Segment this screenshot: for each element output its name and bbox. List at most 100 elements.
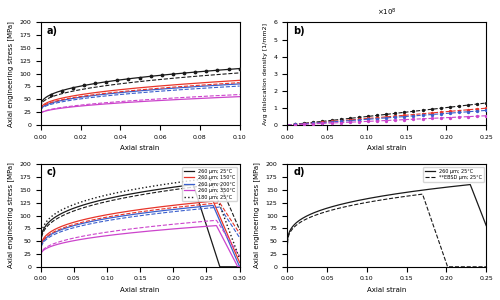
Point <box>482 108 490 113</box>
Point <box>410 109 418 114</box>
Point <box>418 108 426 113</box>
Point <box>364 119 372 124</box>
Point <box>364 116 372 121</box>
Point <box>364 117 372 122</box>
Point <box>328 119 336 124</box>
Point <box>336 120 344 125</box>
Point <box>355 119 363 124</box>
Y-axis label: Axial engineering stress [MPa]: Axial engineering stress [MPa] <box>7 163 14 268</box>
Point <box>318 119 326 124</box>
Point <box>80 83 88 88</box>
Point <box>464 114 472 119</box>
Y-axis label: Avg dislocation density [1/mm2]: Avg dislocation density [1/mm2] <box>263 23 268 125</box>
Point <box>214 68 222 73</box>
Point <box>124 76 132 81</box>
Point <box>428 116 436 121</box>
Point <box>136 75 143 80</box>
Point <box>310 122 318 126</box>
Point <box>400 110 408 115</box>
Point <box>473 114 481 118</box>
Point <box>410 113 418 118</box>
Point <box>400 114 408 119</box>
Point <box>58 88 66 93</box>
Point <box>355 118 363 122</box>
Point <box>418 113 426 118</box>
Point <box>202 69 210 74</box>
Point <box>400 113 408 118</box>
Point <box>382 115 390 119</box>
Point <box>310 121 318 126</box>
Point <box>464 107 472 112</box>
Point <box>328 121 336 125</box>
Point <box>455 108 463 113</box>
Point <box>318 120 326 124</box>
Point <box>355 115 363 120</box>
Point <box>391 115 399 120</box>
Text: a): a) <box>46 26 58 35</box>
Point <box>418 111 426 116</box>
Point <box>169 72 177 76</box>
Legend: 260 μm; 25°C, **EBSD μm; 25°C: 260 μm; 25°C, **EBSD μm; 25°C <box>423 167 484 182</box>
Point <box>436 111 444 116</box>
Point <box>291 122 299 127</box>
Point <box>336 119 344 124</box>
Point <box>91 81 99 86</box>
Point <box>46 92 54 97</box>
Point <box>346 116 354 121</box>
Point <box>373 115 381 120</box>
Point <box>446 105 454 110</box>
Point <box>346 120 354 124</box>
Point <box>146 74 154 79</box>
Point <box>336 117 344 122</box>
Point <box>428 112 436 117</box>
Point <box>373 116 381 121</box>
X-axis label: Axial strain: Axial strain <box>120 287 160 293</box>
Y-axis label: Axial engineering stress [MPa]: Axial engineering stress [MPa] <box>7 21 14 127</box>
Point <box>69 85 77 90</box>
Point <box>373 118 381 123</box>
Point <box>482 113 490 118</box>
Legend: 260 μm; 25°C, 260 μm; 150°C, 260 μm; 200°C, 260 μm; 350°C, 180 μm; 25°C: 260 μm; 25°C, 260 μm; 150°C, 260 μm; 200… <box>182 167 237 202</box>
X-axis label: Axial strain: Axial strain <box>367 287 406 293</box>
Point <box>336 118 344 123</box>
Point <box>300 121 308 126</box>
Point <box>346 118 354 122</box>
Point <box>300 122 308 127</box>
Point <box>373 113 381 118</box>
Point <box>355 117 363 122</box>
Point <box>382 112 390 117</box>
Point <box>473 109 481 113</box>
Point <box>400 117 408 122</box>
Point <box>102 80 110 84</box>
Point <box>473 106 481 111</box>
Point <box>391 118 399 122</box>
Point <box>300 121 308 126</box>
Point <box>158 73 166 77</box>
Point <box>464 110 472 114</box>
X-axis label: Axial strain: Axial strain <box>120 145 160 151</box>
Point <box>464 103 472 107</box>
Point <box>191 70 199 74</box>
Point <box>391 111 399 116</box>
Point <box>318 121 326 126</box>
Point <box>300 122 308 126</box>
Point <box>410 112 418 117</box>
Point <box>482 100 490 105</box>
Point <box>310 120 318 125</box>
Point <box>446 111 454 116</box>
Point <box>446 115 454 120</box>
Point <box>473 102 481 106</box>
Text: $\times 10^8$: $\times 10^8$ <box>377 7 396 18</box>
Text: c): c) <box>46 167 57 177</box>
Point <box>382 116 390 120</box>
Point <box>446 109 454 114</box>
X-axis label: Axial strain: Axial strain <box>367 145 406 151</box>
Point <box>428 107 436 112</box>
Point <box>364 114 372 119</box>
Point <box>291 122 299 127</box>
Point <box>291 122 299 127</box>
Point <box>291 122 299 127</box>
Point <box>328 118 336 123</box>
Point <box>482 106 490 111</box>
Point <box>318 120 326 125</box>
